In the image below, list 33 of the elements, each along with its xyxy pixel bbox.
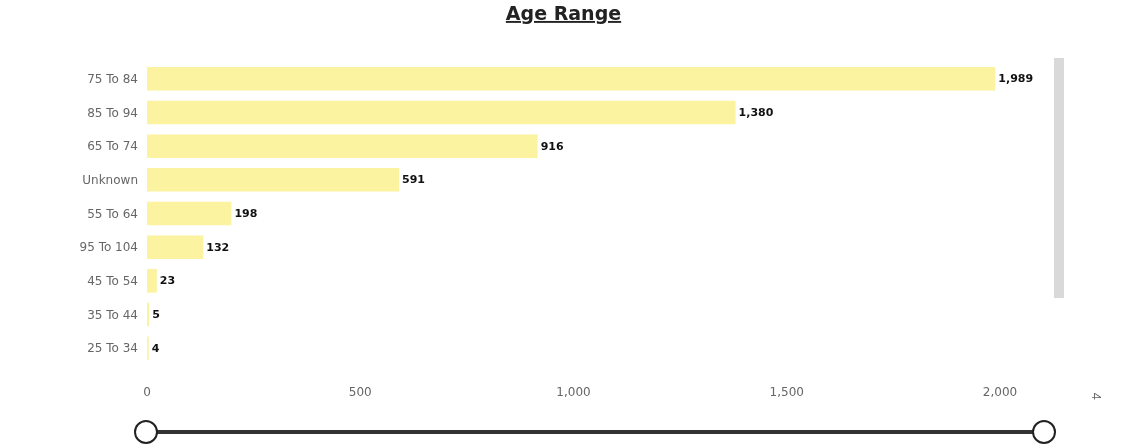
bar [147, 67, 996, 91]
bar [147, 134, 538, 158]
data-label: 5 [152, 308, 160, 321]
x-tick-label: 500 [348, 385, 372, 399]
data-label: 23 [159, 274, 176, 288]
data-label: 1,989 [998, 72, 1034, 86]
y-tick-label: 45 To 54 [87, 274, 138, 289]
x-tick-label: 0 [143, 385, 151, 399]
bar [147, 201, 232, 226]
x-tick-label: 1,000 [556, 385, 591, 399]
data-label: 132 [206, 240, 230, 254]
y-tick-label: 65 To 74 [87, 139, 138, 154]
y-tick-label: 75 To 84 [87, 72, 138, 87]
y-tick-label: Unknown [82, 173, 138, 188]
data-label: 4 [151, 341, 160, 355]
bar [147, 100, 736, 125]
y-tick-label: 55 To 64 [87, 206, 138, 221]
y-tick-label: 25 To 34 [87, 341, 138, 356]
x-tick-label: 1,500 [769, 385, 804, 399]
text: 4 [1087, 392, 1105, 400]
data-label: 916 [540, 139, 564, 153]
x-tick-label: 2,000 [982, 385, 1018, 399]
data-label: 1,380 [738, 106, 774, 119]
data-label: 591 [402, 173, 426, 187]
bar [147, 302, 150, 327]
y-tick-label: 85 To 94 [87, 105, 138, 120]
data-label: 198 [234, 207, 258, 220]
bar [147, 168, 400, 192]
bar [147, 235, 204, 259]
y-tick-label: 95 To 104 [79, 240, 138, 255]
chart-title: Age Range [505, 1, 622, 24]
bar [147, 269, 157, 293]
y-tick-label: 35 To 44 [87, 307, 138, 322]
